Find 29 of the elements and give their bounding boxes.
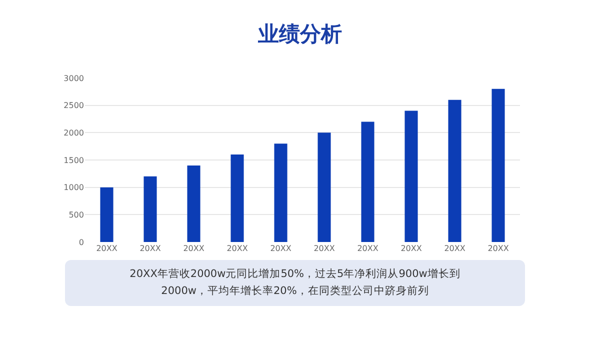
y-tick-label: 500 [68,210,84,220]
y-tick-label: 3000 [64,74,84,83]
y-tick-label: 1500 [64,156,84,165]
x-tick-label: 20XX [400,244,422,253]
y-tick-label: 2500 [64,101,84,110]
text: 20XX年营收2000w元同比增加50%，过去5年净利润从900w增长到2000w，平均年增长率20%，在同类型公司中跻身前列 [65,260,525,306]
x-tick-label: 20XX [270,244,292,253]
bar [144,176,157,242]
bar [318,132,331,242]
x-tick-label: 20XX [314,244,336,253]
bar [187,165,200,242]
x-tick-label: 20XX [96,244,118,253]
x-tick-label: 20XX [488,244,510,253]
bar [274,144,288,242]
x-tick-label: 20XX [357,244,379,253]
bar [404,110,418,242]
y-tick-label: 1000 [64,183,84,192]
x-tick-label: 20XX [444,244,466,253]
chart-title: 业绩分析 [257,22,342,46]
x-tick-label: 20XX [140,244,162,253]
x-tick-label: 20XX [183,244,205,253]
x-tick-label: 20XX [226,244,248,253]
y-tick-label: 2000 [64,128,84,138]
bar [361,122,374,242]
bar [100,187,114,242]
bar [448,100,462,242]
bar [492,88,505,242]
bar [230,154,244,242]
y-tick-label: 0 [78,238,84,247]
